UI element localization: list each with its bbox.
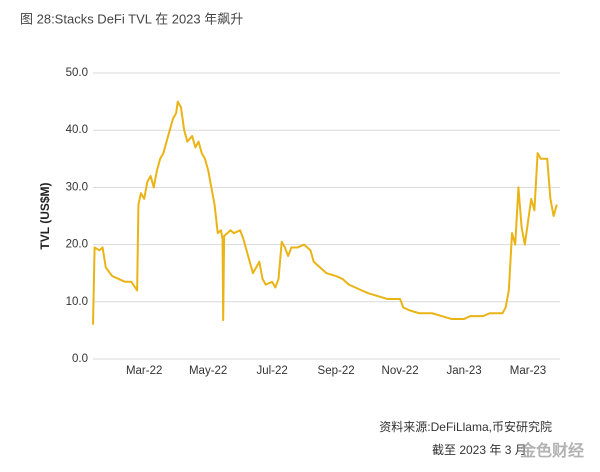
watermark: 金色财经 bbox=[519, 441, 584, 460]
y-tick-label: 20.0 bbox=[66, 239, 88, 251]
y-axis-label: TVL (US$M) bbox=[38, 182, 52, 249]
y-tick-label: 10.0 bbox=[66, 296, 88, 308]
x-tick-label: Jul-22 bbox=[256, 365, 287, 377]
x-tick-label: Jan-23 bbox=[446, 365, 481, 377]
x-tick-label: Mar-23 bbox=[510, 365, 546, 377]
x-tick-label: Mar-22 bbox=[126, 365, 162, 377]
x-tick-label: May-22 bbox=[189, 365, 227, 377]
y-tick-label: 0.0 bbox=[72, 353, 88, 365]
x-tick-label: Sep-22 bbox=[318, 365, 355, 377]
data-line bbox=[92, 100, 558, 325]
date-note: 截至 2023 年 3 月 bbox=[432, 443, 527, 457]
y-tick-label: 50.0 bbox=[66, 67, 88, 79]
y-tick-label: 40.0 bbox=[66, 124, 88, 136]
y-tick-label: 30.0 bbox=[66, 181, 88, 193]
x-tick-label: Nov-22 bbox=[382, 365, 419, 377]
source-note: 资料来源:DeFiLlama,币安研究院 bbox=[379, 419, 552, 434]
chart-title: 图 28:Stacks DeFi TVL 在 2023 年飙升 bbox=[20, 11, 243, 26]
